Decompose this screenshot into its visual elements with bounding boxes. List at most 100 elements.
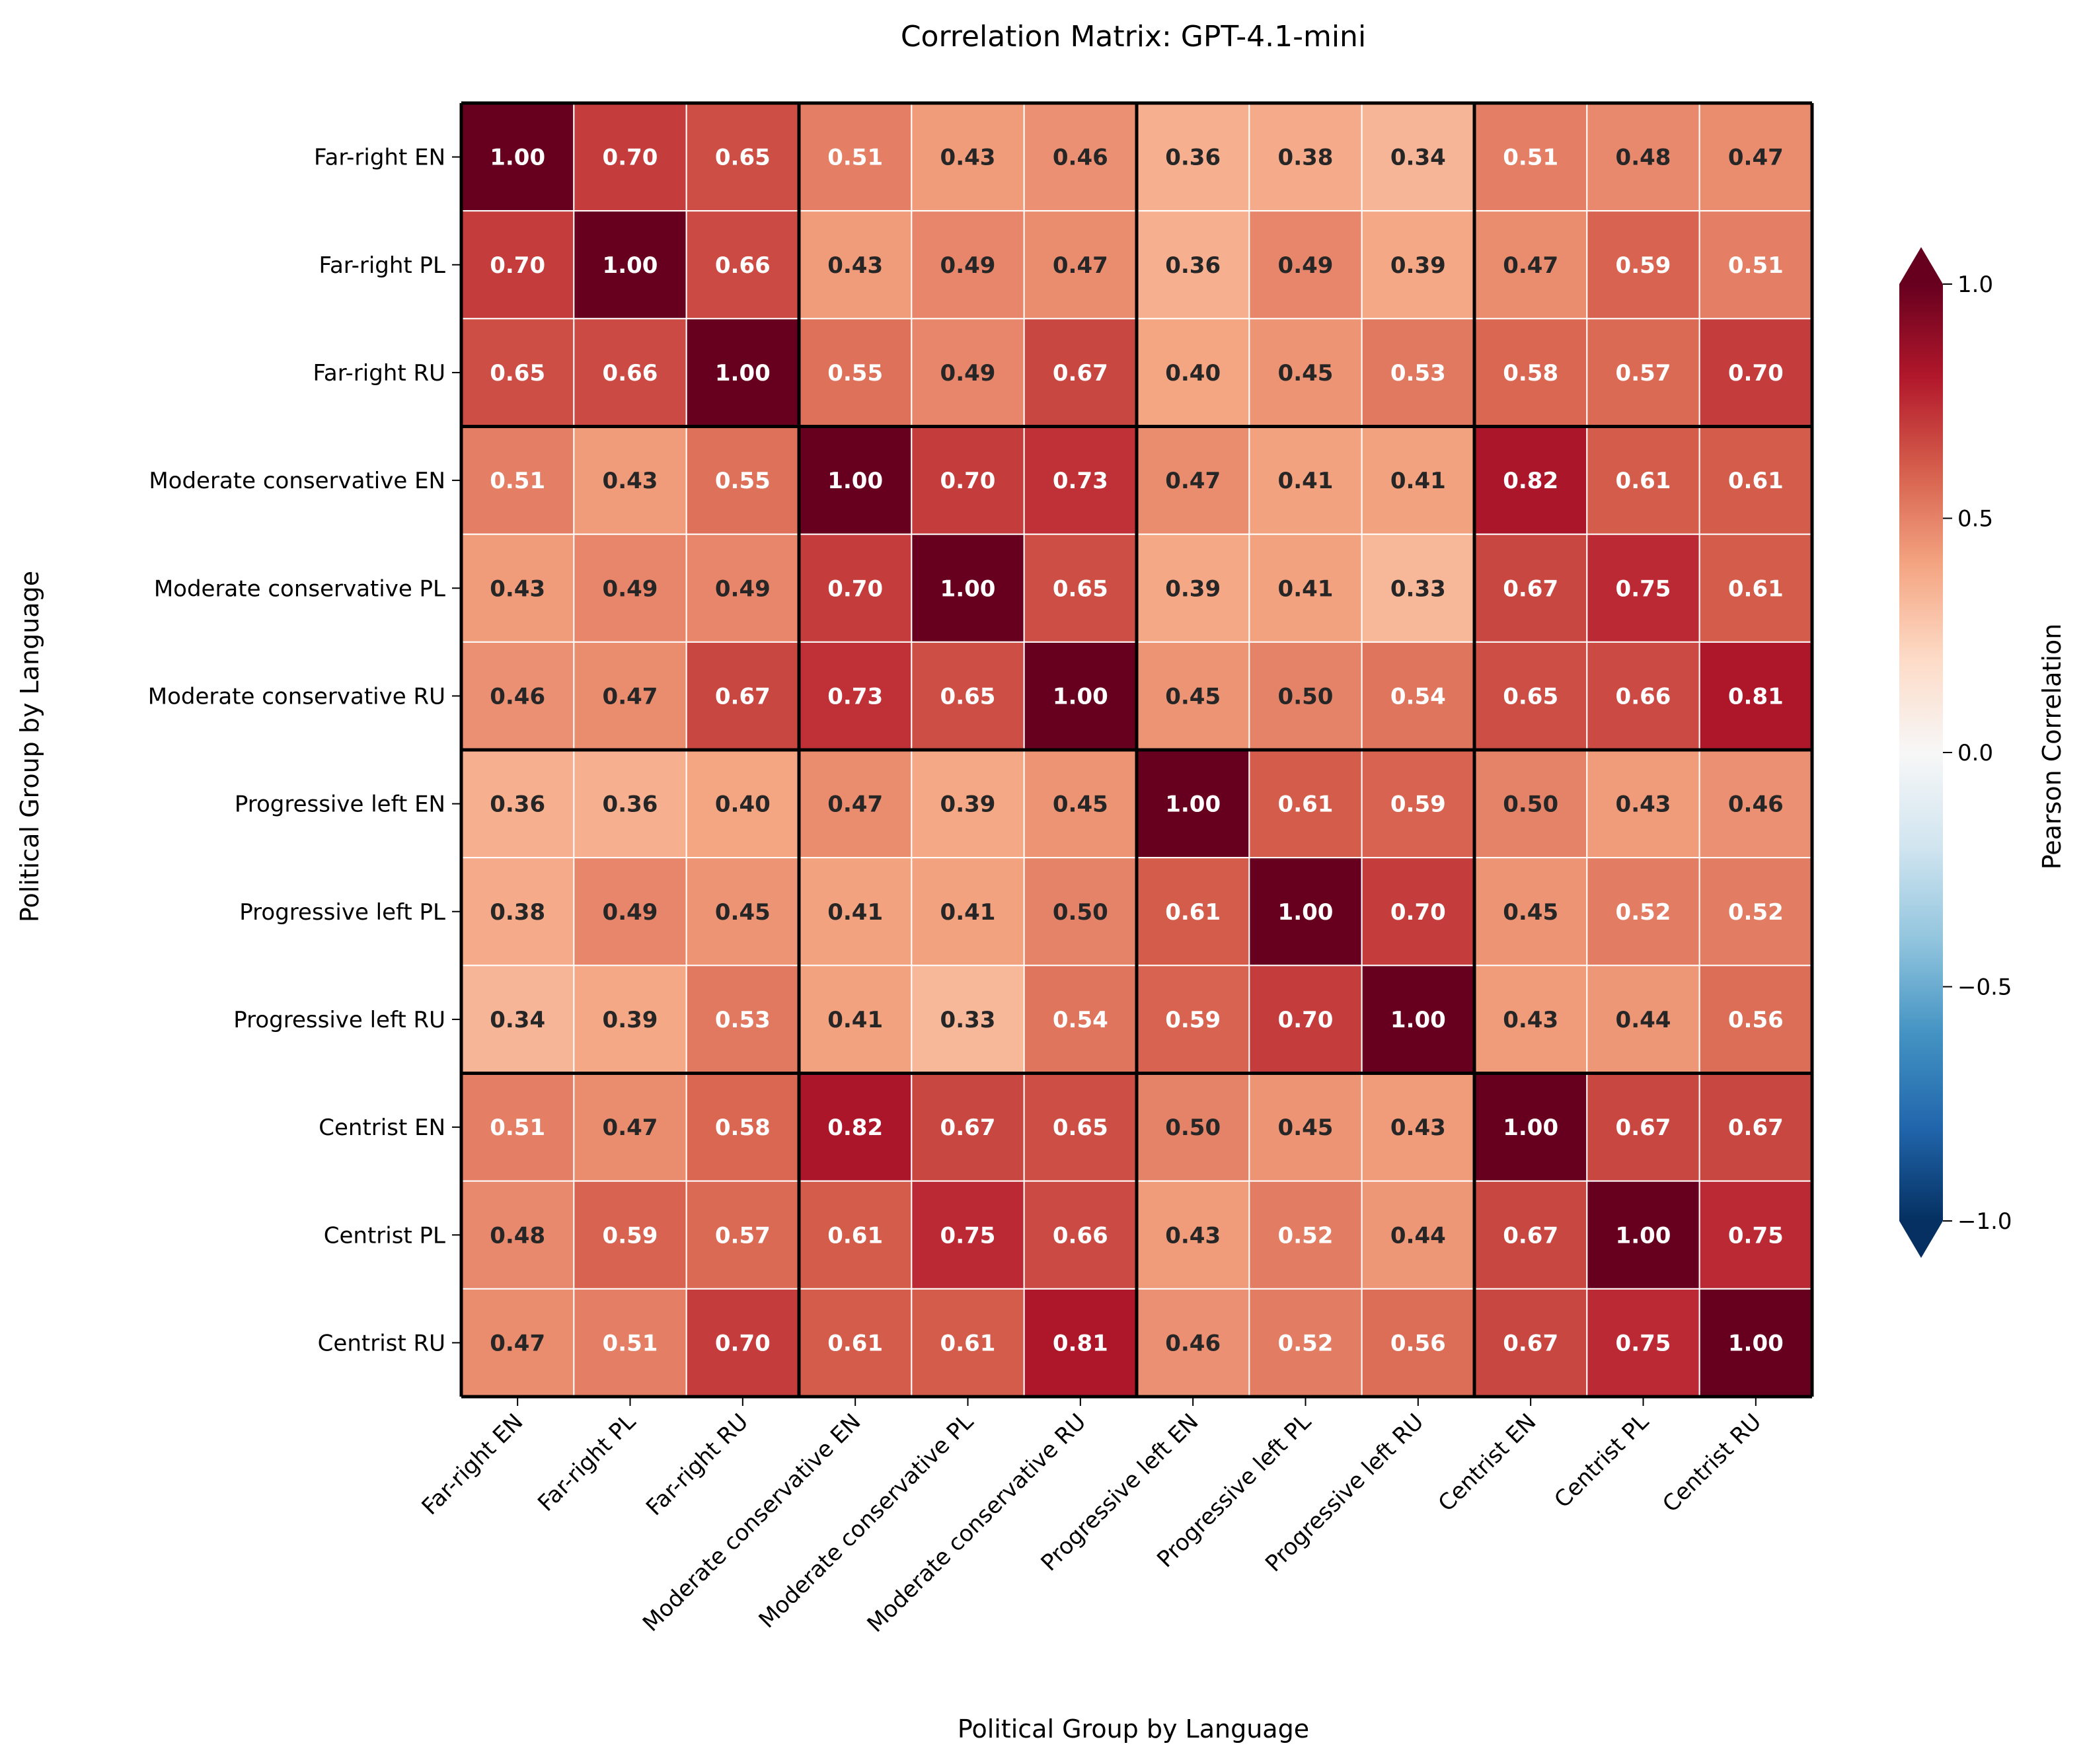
- heatmap-cell-r10-c0: [461, 1180, 575, 1290]
- heatmap-cell-r2-c11: [1698, 318, 1813, 427]
- heatmap-cell-r5-c11: [1698, 641, 1813, 751]
- cell-value-r3-c10: 0.61: [1616, 468, 1671, 494]
- cell-value-r4-c7: 0.41: [1278, 575, 1334, 602]
- cell-value-r9-c8: 0.43: [1390, 1115, 1446, 1141]
- x-tick-label-far-right-ru: Far-right RU: [641, 1409, 753, 1521]
- cell-value-r9-c9: 1.00: [1503, 1115, 1558, 1141]
- heatmap-cell-r3-c0: [461, 425, 575, 535]
- cell-value-r7-c9: 0.45: [1503, 899, 1558, 926]
- cell-value-r3-c4: 0.70: [940, 468, 996, 494]
- cell-value-r11-c2: 0.70: [715, 1330, 771, 1356]
- cell-value-r10-c0: 0.48: [490, 1222, 545, 1249]
- cell-value-r3-c8: 0.41: [1390, 468, 1446, 494]
- cell-value-r1-c2: 0.66: [715, 252, 771, 279]
- heatmap-cell-r0-c1: [573, 102, 687, 212]
- cell-value-r11-c11: 1.00: [1728, 1330, 1784, 1356]
- cell-value-r0-c3: 0.51: [827, 145, 883, 171]
- heatmap-cell-r10-c10: [1586, 1180, 1700, 1290]
- cell-value-r11-c8: 0.56: [1390, 1330, 1446, 1356]
- heatmap-cell-r6-c8: [1361, 749, 1476, 859]
- cell-value-r10-c10: 1.00: [1616, 1222, 1671, 1249]
- heatmap-cell-r8-c3: [798, 965, 913, 1074]
- heatmap-cell-r10-c11: [1698, 1180, 1813, 1290]
- heatmap-cell-r2-c4: [911, 318, 1025, 427]
- heatmap-cell-r4-c2: [685, 533, 800, 643]
- y-tick-label-far-right-ru: Far-right RU: [313, 360, 445, 386]
- cell-value-r2-c9: 0.58: [1503, 360, 1558, 386]
- heatmap-cell-r0-c5: [1023, 102, 1137, 212]
- heatmap-cell-r9-c9: [1474, 1072, 1588, 1182]
- heatmap-cell-r11-c2: [685, 1288, 800, 1398]
- cell-value-r9-c10: 0.67: [1616, 1115, 1671, 1141]
- heatmap-cell-r0-c4: [911, 102, 1025, 212]
- heatmap-cell-r9-c7: [1248, 1072, 1363, 1182]
- cell-value-r2-c3: 0.55: [827, 360, 883, 386]
- heatmap-cell-r8-c10: [1586, 965, 1700, 1074]
- heatmap-cell-r6-c2: [685, 749, 800, 859]
- heatmap-cell-r0-c11: [1698, 102, 1813, 212]
- heatmap-cell-r1-c7: [1248, 210, 1363, 320]
- cell-value-r5-c8: 0.54: [1390, 683, 1446, 710]
- cell-value-r8-c9: 0.43: [1503, 1007, 1558, 1033]
- heatmap-cell-r5-c8: [1361, 641, 1476, 751]
- cell-value-r7-c4: 0.41: [940, 899, 996, 926]
- cell-value-r6-c2: 0.40: [715, 791, 771, 818]
- heatmap-cell-r1-c4: [911, 210, 1025, 320]
- heatmap-cell-r3-c10: [1586, 425, 1700, 535]
- cell-value-r9-c3: 0.82: [827, 1115, 883, 1141]
- cell-value-r4-c5: 0.65: [1053, 575, 1108, 602]
- cell-value-r6-c9: 0.50: [1503, 791, 1558, 818]
- heatmap-cell-r1-c9: [1474, 210, 1588, 320]
- heatmap-cell-r4-c4: [911, 533, 1025, 643]
- heatmap-cell-r6-c11: [1698, 749, 1813, 859]
- heatmap-cell-r0-c0: [461, 102, 575, 212]
- cell-value-r0-c5: 0.46: [1053, 145, 1108, 171]
- colorbar-tick-label-1: 0.5: [1957, 506, 1993, 533]
- cell-value-r2-c0: 0.65: [490, 360, 545, 386]
- cell-value-r2-c1: 0.66: [603, 360, 658, 386]
- cell-value-r3-c1: 0.43: [603, 468, 658, 494]
- cell-value-r4-c4: 1.00: [940, 575, 996, 602]
- heatmap-cell-r7-c9: [1474, 857, 1588, 967]
- x-tick-label-far-right-en: Far-right EN: [417, 1409, 529, 1520]
- heatmap-cell-r2-c0: [461, 318, 575, 427]
- cell-value-r9-c2: 0.58: [715, 1115, 771, 1141]
- x-axis-label: Political Group by Language: [958, 1714, 1309, 1744]
- heatmap-cell-r10-c7: [1248, 1180, 1363, 1290]
- cell-value-r11-c4: 0.61: [940, 1330, 996, 1356]
- chart-title: Correlation Matrix: GPT-4.1-mini: [901, 20, 1366, 54]
- cell-value-r8-c5: 0.54: [1053, 1007, 1108, 1033]
- cell-value-r11-c0: 0.47: [490, 1330, 545, 1356]
- heatmap-cell-r2-c2: [685, 318, 800, 427]
- cell-value-r3-c3: 1.00: [827, 468, 883, 494]
- cell-value-r0-c0: 1.00: [490, 145, 545, 171]
- heatmap-cell-r10-c9: [1474, 1180, 1588, 1290]
- heatmap-cell-r11-c6: [1136, 1288, 1250, 1398]
- cell-value-r6-c3: 0.47: [827, 791, 883, 818]
- cell-value-r3-c11: 0.61: [1728, 468, 1784, 494]
- cell-value-r0-c2: 0.65: [715, 145, 771, 171]
- heatmap-cell-r0-c3: [798, 102, 913, 212]
- heatmap-cell-r9-c3: [798, 1072, 913, 1182]
- cell-value-r9-c7: 0.45: [1278, 1115, 1334, 1141]
- heatmap-cell-r4-c6: [1136, 533, 1250, 643]
- cell-value-r0-c10: 0.48: [1616, 145, 1671, 171]
- cell-value-r0-c8: 0.34: [1390, 145, 1446, 171]
- heatmap-cell-r9-c1: [573, 1072, 687, 1182]
- heatmap-cell-r8-c6: [1136, 965, 1250, 1074]
- cell-value-r10-c6: 0.43: [1165, 1222, 1221, 1249]
- heatmap-cell-r8-c8: [1361, 965, 1476, 1074]
- cell-value-r4-c11: 0.61: [1728, 575, 1784, 602]
- cell-value-r6-c8: 0.59: [1390, 791, 1446, 818]
- cell-value-r6-c10: 0.43: [1616, 791, 1671, 818]
- cell-value-r0-c7: 0.38: [1278, 145, 1334, 171]
- cell-value-r6-c4: 0.39: [940, 791, 996, 818]
- cell-value-r10-c4: 0.75: [940, 1222, 996, 1249]
- cell-value-r10-c8: 0.44: [1390, 1222, 1446, 1249]
- y-tick-label-centrist-ru: Centrist RU: [318, 1330, 445, 1356]
- heatmap-cell-r7-c10: [1586, 857, 1700, 967]
- cell-value-r9-c6: 0.50: [1165, 1115, 1221, 1141]
- cell-value-r8-c0: 0.34: [490, 1007, 545, 1033]
- cell-value-r1-c3: 0.43: [827, 252, 883, 279]
- cell-value-r7-c5: 0.50: [1053, 899, 1108, 926]
